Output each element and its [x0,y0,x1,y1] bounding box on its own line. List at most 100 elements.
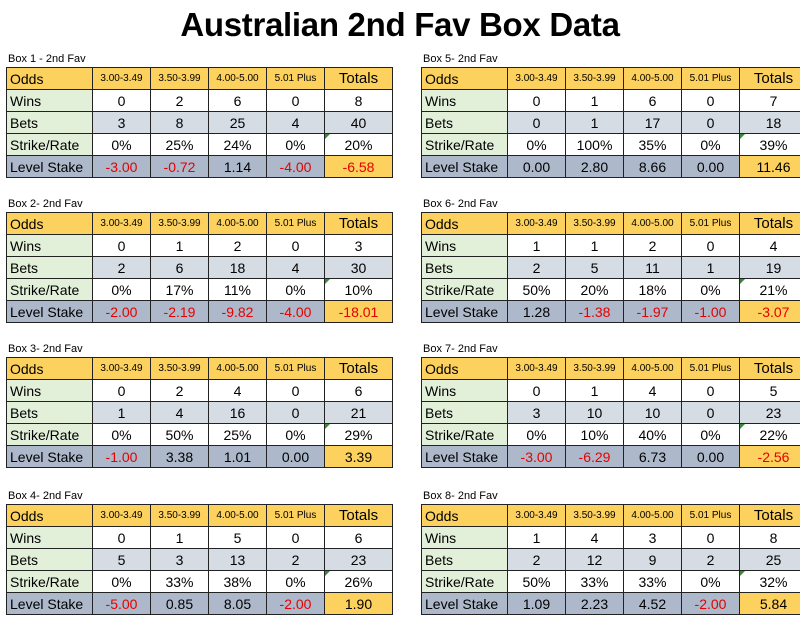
row-label: Strike/Rate [6,570,93,593]
row-label: Bets [421,256,508,279]
value-cell: 1 [565,379,624,402]
value-cell: 2.80 [565,155,624,178]
bets-row: Bets 3 10 10 0 23 [421,401,800,424]
value-cell: 1.28 [507,300,566,323]
odds-range-header: 5.01 Plus [266,357,325,380]
totals-header: Totals [739,212,800,235]
row-label: Strike/Rate [6,278,93,301]
value-cell: 18% [623,278,682,301]
value-cell: -5.00 [92,592,151,615]
value-cell: 0% [92,570,151,593]
value-cell: 17% [150,278,209,301]
strike-rate-row: Strike/Rate 50% 20% 18% 0% 21% [421,278,800,301]
level-stake-row: Level Stake -2.00 -2.19 -9.82 -4.00 -18.01 [6,300,393,323]
odds-header: Odds [421,357,508,380]
total-cell: 39% [739,133,800,156]
totals-header: Totals [739,357,800,380]
odds-range-header: 3.50-3.99 [565,212,624,235]
box-3: Box 3- 2nd Fav Odds 3.00-3.49 3.50-3.99 4.00… [6,343,393,468]
box-label: Box 6- 2nd Fav [423,198,498,210]
value-cell: 0 [681,401,740,424]
wins-row: Wins 0 1 4 0 5 [421,379,800,402]
value-cell: 0 [681,526,740,549]
odds-range-header: 5.01 Plus [266,504,325,527]
value-cell: 1 [565,111,624,134]
header-row: Odds 3.00-3.49 3.50-3.99 4.00-5.00 5.01 Plus… [6,357,393,380]
row-label: Bets [421,548,508,571]
value-cell: 1.09 [507,592,566,615]
value-cell: 2 [208,234,267,257]
value-cell: 0 [266,526,325,549]
box-label: Box 8- 2nd Fav [423,490,498,502]
odds-range-header: 3.00-3.49 [507,212,566,235]
value-cell: 0 [92,526,151,549]
value-cell: 5 [565,256,624,279]
box-7: Box 7- 2nd Fav Odds 3.00-3.49 3.50-3.99 4.00… [421,343,800,468]
value-cell: 2 [507,256,566,279]
row-label: Level Stake [421,155,508,178]
odds-range-header: 3.50-3.99 [150,357,209,380]
value-cell: 38% [208,570,267,593]
value-cell: 0% [681,278,740,301]
totals-header: Totals [739,67,800,90]
odds-table: Odds 3.00-3.49 3.50-3.99 4.00-5.00 5.01 Plus… [421,67,800,178]
value-cell: 2 [623,234,682,257]
box-label: Box 4- 2nd Fav [8,490,83,502]
row-label: Level Stake [421,445,508,468]
value-cell: 0% [92,278,151,301]
header-row: Odds 3.00-3.49 3.50-3.99 4.00-5.00 5.01 Plus… [421,504,800,527]
value-cell: 10 [565,401,624,424]
wins-row: Wins 1 4 3 0 8 [421,526,800,549]
value-cell: -2.00 [266,592,325,615]
wins-row: Wins 0 1 6 0 7 [421,89,800,112]
box-4: Box 4- 2nd Fav Odds 3.00-3.49 3.50-3.99 4.00… [6,490,393,615]
row-label: Wins [421,526,508,549]
value-cell: -3.00 [92,155,151,178]
row-label: Strike/Rate [421,278,508,301]
row-label: Bets [6,111,93,134]
value-cell: 0 [92,234,151,257]
value-cell: 1 [507,234,566,257]
odds-header: Odds [421,504,508,527]
value-cell: 2 [507,548,566,571]
value-cell: 1 [507,526,566,549]
value-cell: 2 [150,379,209,402]
odds-table: Odds 3.00-3.49 3.50-3.99 4.00-5.00 5.01 Plus… [421,504,800,615]
value-cell: 0.00 [507,155,566,178]
odds-range-header: 3.00-3.49 [507,357,566,380]
value-cell: 2.23 [565,592,624,615]
value-cell: 25% [150,133,209,156]
value-cell: 1.14 [208,155,267,178]
value-cell: 0% [92,423,151,446]
value-cell: 0% [507,133,566,156]
value-cell: 0 [681,379,740,402]
value-cell: 0 [266,379,325,402]
wins-row: Wins 0 2 4 0 6 [6,379,393,402]
odds-range-header: 4.00-5.00 [623,67,682,90]
value-cell: -4.00 [266,300,325,323]
value-cell: 6 [623,89,682,112]
total-cell: 8 [324,89,393,112]
value-cell: 0.00 [266,445,325,468]
row-label: Strike/Rate [421,570,508,593]
odds-range-header: 4.00-5.00 [208,67,267,90]
value-cell: 1 [565,89,624,112]
row-label: Wins [421,234,508,257]
value-cell: 0 [507,379,566,402]
total-cell: 1.90 [324,592,393,615]
value-cell: -2.19 [150,300,209,323]
value-cell: 50% [507,570,566,593]
header-row: Odds 3.00-3.49 3.50-3.99 4.00-5.00 5.01 Plus… [421,212,800,235]
total-cell: 22% [739,423,800,446]
bets-row: Bets 5 3 13 2 23 [6,548,393,571]
total-cell: -18.01 [324,300,393,323]
value-cell: 12 [565,548,624,571]
odds-range-header: 5.01 Plus [681,212,740,235]
odds-range-header: 3.00-3.49 [92,67,151,90]
value-cell: -4.00 [266,155,325,178]
value-cell: 5 [208,526,267,549]
value-cell: 0 [681,111,740,134]
totals-header: Totals [324,212,393,235]
odds-header: Odds [6,504,93,527]
odds-range-header: 4.00-5.00 [208,504,267,527]
